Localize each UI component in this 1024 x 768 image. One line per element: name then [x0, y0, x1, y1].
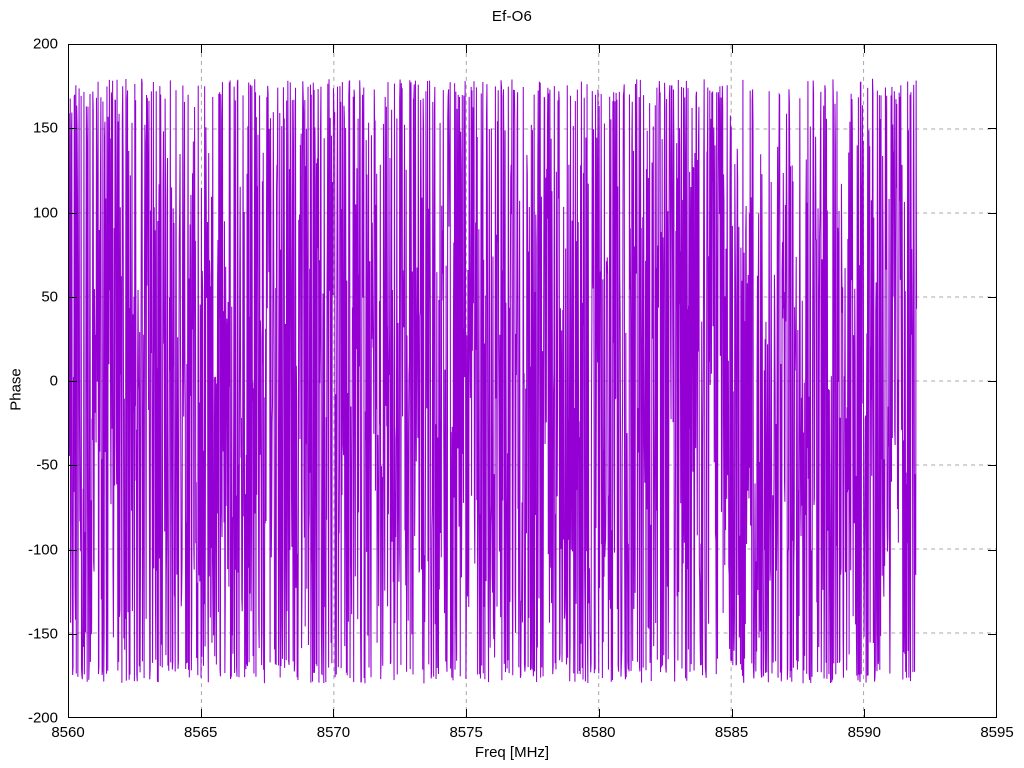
x-tick-label: 8565: [184, 724, 218, 741]
chart-title: Ef-O6: [491, 8, 533, 25]
x-axis-title: Freq [MHz]: [474, 744, 550, 761]
y-tick-label: 0: [49, 372, 58, 390]
x-tick-label: 8560: [51, 724, 85, 741]
x-tick-label: 8580: [582, 724, 616, 741]
phase-trace: [69, 45, 996, 717]
x-tick-mark: [333, 709, 335, 718]
x-tick-mark: [333, 44, 335, 53]
x-tick-label: 8570: [316, 724, 351, 741]
y-tick-mark: [988, 549, 997, 551]
y-axis-title: Phase: [7, 368, 25, 411]
y-tick-mark: [68, 212, 77, 214]
y-tick-mark: [68, 465, 77, 467]
y-tick-mark: [988, 296, 997, 298]
plot-area: [68, 44, 997, 718]
x-tick-mark: [598, 44, 600, 53]
y-tick-label: 100: [32, 204, 58, 221]
y-tick-label: 200: [32, 35, 58, 53]
x-tick-mark: [598, 709, 600, 718]
y-tick-mark: [988, 128, 997, 130]
y-tick-label: -200: [27, 709, 58, 727]
y-tick-mark: [68, 549, 77, 551]
x-tick-label: 8595: [980, 724, 1014, 741]
y-tick-mark: [68, 296, 77, 298]
y-tick-mark: [68, 633, 77, 635]
y-tick-label: 50: [41, 288, 58, 306]
y-tick-mark: [988, 465, 997, 467]
x-tick-mark: [200, 44, 202, 53]
x-tick-label: 8590: [847, 724, 881, 741]
x-tick-mark: [731, 44, 733, 53]
y-tick-mark: [68, 128, 77, 130]
y-tick-mark: [988, 381, 997, 382]
x-tick-label: 8585: [714, 724, 749, 741]
y-tick-label: -100: [27, 541, 58, 558]
x-tick-mark: [864, 44, 866, 53]
series-line-ef-o6: [69, 78, 918, 684]
x-tick-label: 8575: [449, 724, 483, 741]
y-tick-label: -150: [27, 625, 58, 643]
x-tick-mark: [466, 709, 468, 718]
y-tick-mark: [988, 212, 997, 214]
y-tick-mark: [988, 633, 997, 635]
y-tick-label: 150: [32, 119, 58, 137]
x-tick-mark: [200, 709, 202, 718]
x-tick-mark: [864, 709, 866, 718]
y-tick-mark: [68, 381, 77, 382]
x-tick-mark: [466, 44, 468, 53]
y-tick-label: -50: [36, 456, 58, 474]
x-tick-mark: [731, 709, 733, 718]
